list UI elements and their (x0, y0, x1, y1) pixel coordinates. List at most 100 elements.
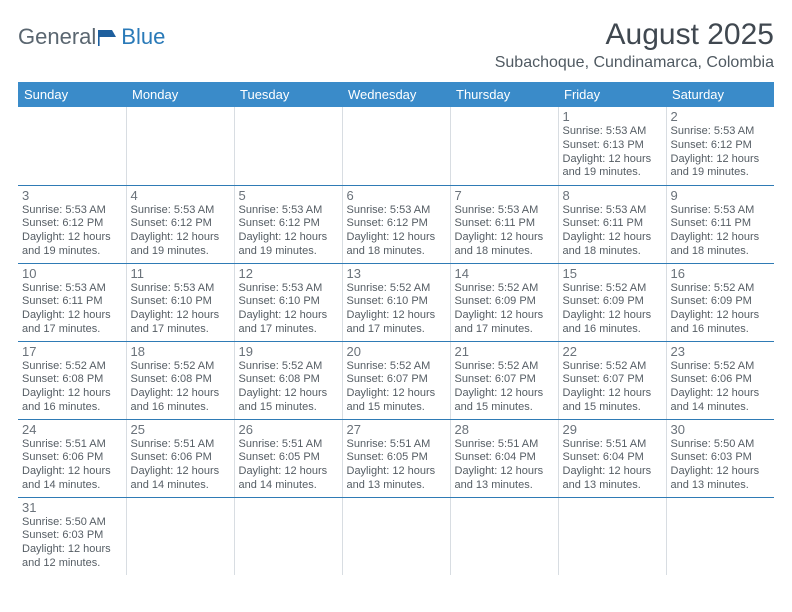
info-line: Sunrise: 5:51 AM (239, 438, 338, 452)
info-line: and 13 minutes. (347, 479, 446, 493)
location: Subachoque, Cundinamarca, Colombia (495, 54, 774, 72)
info-line: and 18 minutes. (563, 245, 662, 259)
day-number: 21 (455, 344, 554, 359)
day-number: 1 (563, 109, 662, 124)
day-number: 19 (239, 344, 338, 359)
day-number: 24 (22, 422, 122, 437)
calendar-cell: 15Sunrise: 5:52 AMSunset: 6:09 PMDayligh… (558, 263, 666, 341)
calendar-cell: 22Sunrise: 5:52 AMSunset: 6:07 PMDayligh… (558, 341, 666, 419)
day-header: Monday (126, 82, 234, 107)
info-line: Sunset: 6:05 PM (239, 451, 338, 465)
info-line: Sunset: 6:12 PM (239, 217, 338, 231)
info-line: Sunrise: 5:52 AM (22, 360, 122, 374)
calendar-cell: 6Sunrise: 5:53 AMSunset: 6:12 PMDaylight… (342, 185, 450, 263)
info-line: Daylight: 12 hours (671, 231, 771, 245)
info-line: Sunrise: 5:52 AM (455, 282, 554, 296)
info-line: Daylight: 12 hours (22, 231, 122, 245)
day-number: 11 (131, 266, 230, 281)
calendar-cell (18, 107, 126, 185)
info-line: Daylight: 12 hours (347, 231, 446, 245)
logo-text-blue: Blue (121, 24, 165, 50)
info-line: and 19 minutes. (563, 166, 662, 180)
day-number: 31 (22, 500, 122, 515)
calendar-cell: 24Sunrise: 5:51 AMSunset: 6:06 PMDayligh… (18, 419, 126, 497)
info-line: Daylight: 12 hours (563, 153, 662, 167)
day-number: 20 (347, 344, 446, 359)
info-line: and 13 minutes. (671, 479, 771, 493)
info-line: Sunset: 6:10 PM (239, 295, 338, 309)
info-line: Sunset: 6:11 PM (22, 295, 122, 309)
info-line: Sunset: 6:07 PM (347, 373, 446, 387)
info-line: Sunrise: 5:51 AM (347, 438, 446, 452)
info-line: Sunset: 6:05 PM (347, 451, 446, 465)
day-header: Tuesday (234, 82, 342, 107)
day-number: 2 (671, 109, 771, 124)
info-line: Sunset: 6:11 PM (671, 217, 771, 231)
calendar-cell (342, 497, 450, 575)
info-line: and 18 minutes. (671, 245, 771, 259)
info-line: and 12 minutes. (22, 557, 122, 571)
info-line: Daylight: 12 hours (347, 309, 446, 323)
calendar-cell: 4Sunrise: 5:53 AMSunset: 6:12 PMDaylight… (126, 185, 234, 263)
day-number: 12 (239, 266, 338, 281)
info-line: Daylight: 12 hours (347, 465, 446, 479)
calendar-cell: 14Sunrise: 5:52 AMSunset: 6:09 PMDayligh… (450, 263, 558, 341)
info-line: Sunrise: 5:50 AM (671, 438, 771, 452)
info-line: and 19 minutes. (22, 245, 122, 259)
day-number: 3 (22, 188, 122, 203)
day-header: Wednesday (342, 82, 450, 107)
day-number: 27 (347, 422, 446, 437)
calendar-cell: 17Sunrise: 5:52 AMSunset: 6:08 PMDayligh… (18, 341, 126, 419)
info-line: and 14 minutes. (671, 401, 771, 415)
day-header: Friday (558, 82, 666, 107)
day-header: Sunday (18, 82, 126, 107)
info-line: Daylight: 12 hours (563, 309, 662, 323)
info-line: and 19 minutes. (671, 166, 771, 180)
info-line: Sunrise: 5:51 AM (22, 438, 122, 452)
info-line: and 18 minutes. (347, 245, 446, 259)
calendar-cell: 25Sunrise: 5:51 AMSunset: 6:06 PMDayligh… (126, 419, 234, 497)
day-header: Thursday (450, 82, 558, 107)
info-line: Daylight: 12 hours (22, 465, 122, 479)
calendar-cell: 5Sunrise: 5:53 AMSunset: 6:12 PMDaylight… (234, 185, 342, 263)
calendar-cell: 1Sunrise: 5:53 AMSunset: 6:13 PMDaylight… (558, 107, 666, 185)
info-line: Daylight: 12 hours (239, 231, 338, 245)
day-number: 6 (347, 188, 446, 203)
calendar-cell (342, 107, 450, 185)
info-line: Daylight: 12 hours (455, 387, 554, 401)
calendar-cell: 2Sunrise: 5:53 AMSunset: 6:12 PMDaylight… (666, 107, 774, 185)
info-line: Sunrise: 5:52 AM (671, 360, 771, 374)
info-line: Sunrise: 5:52 AM (671, 282, 771, 296)
info-line: and 16 minutes. (671, 323, 771, 337)
calendar-cell: 8Sunrise: 5:53 AMSunset: 6:11 PMDaylight… (558, 185, 666, 263)
info-line: Sunrise: 5:53 AM (563, 125, 662, 139)
info-line: Sunset: 6:04 PM (563, 451, 662, 465)
info-line: Sunset: 6:08 PM (239, 373, 338, 387)
info-line: Sunrise: 5:53 AM (455, 204, 554, 218)
calendar-row: 10Sunrise: 5:53 AMSunset: 6:11 PMDayligh… (18, 263, 774, 341)
info-line: Sunrise: 5:51 AM (563, 438, 662, 452)
info-line: Sunset: 6:12 PM (671, 139, 771, 153)
day-number: 17 (22, 344, 122, 359)
calendar-cell: 27Sunrise: 5:51 AMSunset: 6:05 PMDayligh… (342, 419, 450, 497)
calendar-cell: 26Sunrise: 5:51 AMSunset: 6:05 PMDayligh… (234, 419, 342, 497)
day-number: 9 (671, 188, 771, 203)
calendar-cell: 31Sunrise: 5:50 AMSunset: 6:03 PMDayligh… (18, 497, 126, 575)
logo-text-general: General (18, 24, 96, 50)
info-line: Daylight: 12 hours (22, 543, 122, 557)
info-line: Sunrise: 5:53 AM (671, 125, 771, 139)
info-line: Sunrise: 5:52 AM (347, 282, 446, 296)
info-line: Daylight: 12 hours (131, 231, 230, 245)
info-line: and 17 minutes. (22, 323, 122, 337)
info-line: Sunrise: 5:52 AM (131, 360, 230, 374)
info-line: Sunset: 6:13 PM (563, 139, 662, 153)
info-line: Daylight: 12 hours (239, 465, 338, 479)
info-line: and 19 minutes. (131, 245, 230, 259)
info-line: Sunset: 6:09 PM (455, 295, 554, 309)
calendar-cell: 12Sunrise: 5:53 AMSunset: 6:10 PMDayligh… (234, 263, 342, 341)
info-line: and 17 minutes. (131, 323, 230, 337)
info-line: and 15 minutes. (455, 401, 554, 415)
info-line: and 14 minutes. (131, 479, 230, 493)
info-line: and 19 minutes. (239, 245, 338, 259)
info-line: and 13 minutes. (563, 479, 662, 493)
